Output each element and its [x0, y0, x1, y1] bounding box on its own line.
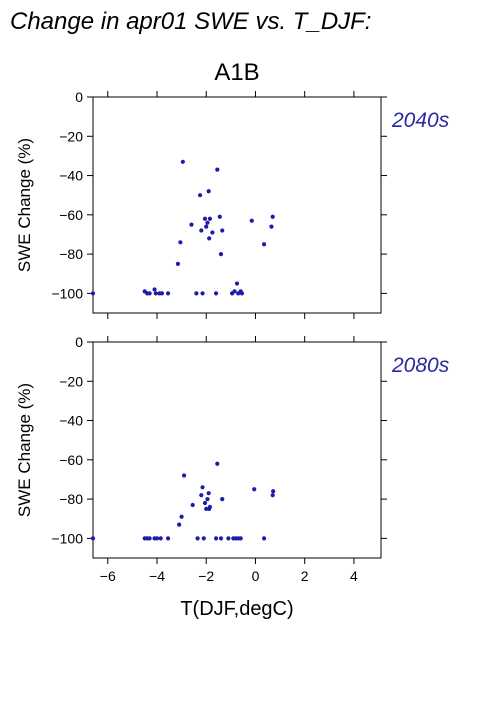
- data-point: [181, 473, 187, 478]
- data-point: [180, 159, 185, 164]
- data-point: [213, 536, 219, 541]
- data-point: [218, 251, 224, 257]
- y-tick-label: −40: [59, 168, 83, 184]
- x-tick-label: −4: [149, 568, 165, 584]
- period-label-2080s: 2080s: [391, 354, 450, 377]
- data-point: [204, 224, 209, 229]
- data-point: [90, 536, 96, 541]
- data-point: [199, 493, 204, 498]
- x-tick-label: 0: [252, 568, 260, 584]
- data-point: [202, 216, 208, 221]
- data-point: [207, 216, 213, 221]
- data-point: [177, 522, 182, 527]
- data-point: [261, 536, 267, 541]
- data-point: [220, 496, 225, 502]
- y-tick-label: −60: [59, 207, 83, 223]
- data-point: [195, 536, 200, 541]
- y-tick-label: −100: [51, 285, 83, 301]
- data-point: [147, 291, 152, 296]
- data-point: [189, 222, 194, 227]
- data-point: [205, 496, 210, 502]
- data-point: [220, 228, 225, 233]
- plot-frame: [92, 341, 382, 559]
- data-point: [165, 291, 171, 296]
- y-tick-label: −40: [59, 413, 83, 429]
- data-point: [215, 461, 220, 466]
- data-point: [232, 289, 237, 294]
- data-point: [201, 536, 206, 541]
- data-point: [249, 218, 254, 223]
- scenario-label: A1B: [214, 59, 259, 86]
- data-point: [207, 236, 212, 241]
- data-point: [210, 230, 215, 235]
- data-point: [238, 536, 243, 541]
- period-label-2040s: 2040s: [391, 109, 450, 132]
- figure-title: Change in apr01 SWE vs. T_DJF:: [10, 8, 371, 35]
- data-point: [147, 536, 152, 541]
- y-tick-label: −20: [59, 373, 83, 389]
- data-point: [215, 167, 220, 172]
- data-point: [217, 214, 222, 219]
- data-point: [234, 281, 240, 286]
- x-tick-label: −6: [100, 568, 116, 584]
- data-point: [252, 487, 257, 492]
- data-point: [190, 502, 195, 508]
- data-point: [200, 291, 205, 296]
- data-point: [152, 287, 157, 292]
- data-point: [269, 224, 274, 229]
- data-point: [270, 214, 275, 219]
- data-point: [239, 291, 245, 296]
- data-point: [207, 504, 213, 510]
- data-point: [175, 261, 181, 267]
- data-point: [204, 506, 209, 512]
- data-point: [270, 493, 275, 498]
- y-axis-label: SWE Change (%): [15, 138, 34, 272]
- data-point: [153, 291, 158, 296]
- y-tick-label: −80: [59, 491, 83, 507]
- x-tick-label: 4: [350, 568, 358, 584]
- data-point: [206, 189, 211, 194]
- y-tick-label: 0: [75, 334, 83, 350]
- plot-frame: [92, 96, 382, 314]
- x-tick-label: 2: [301, 568, 309, 584]
- data-point: [200, 485, 205, 490]
- data-point: [158, 536, 163, 541]
- data-point: [205, 220, 210, 225]
- y-tick-label: −80: [59, 246, 83, 262]
- data-point: [159, 291, 165, 296]
- x-tick-label: −2: [198, 568, 214, 584]
- data-point: [226, 536, 231, 541]
- data-point: [90, 291, 96, 296]
- y-tick-label: −20: [59, 128, 83, 144]
- data-point: [206, 491, 211, 496]
- y-tick-label: −100: [51, 530, 83, 546]
- data-point: [199, 228, 204, 233]
- data-point: [154, 536, 160, 541]
- y-tick-label: −60: [59, 452, 83, 468]
- data-point: [179, 514, 184, 519]
- y-axis-label: SWE Change (%): [15, 383, 34, 517]
- data-point: [202, 500, 208, 506]
- data-point: [213, 291, 219, 296]
- data-point: [194, 291, 199, 296]
- x-axis-label: T(DJF,degC): [180, 598, 293, 620]
- data-point: [218, 536, 224, 541]
- scatter-panel-2040s: 0 −20 −40 −60 −80 −100 SWE Change (%) 2040s: [15, 89, 450, 319]
- data-point: [271, 489, 276, 494]
- data-point: [165, 536, 171, 541]
- data-point: [197, 193, 203, 198]
- y-tick-label: 0: [75, 89, 83, 105]
- data-point: [178, 240, 183, 245]
- data-point: [261, 242, 267, 247]
